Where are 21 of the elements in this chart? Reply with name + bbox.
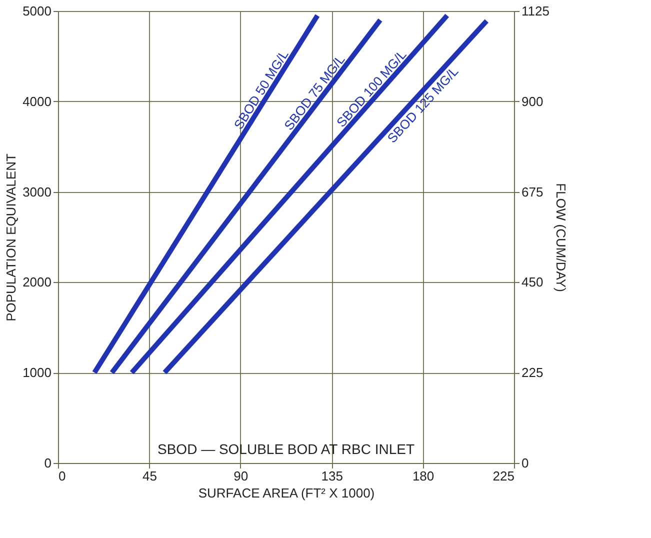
x-tick-label: 135 — [321, 468, 343, 484]
y-tick-label: 3000 — [22, 184, 52, 200]
x-axis-title: SURFACE AREA (FT² X 1000) — [198, 486, 375, 500]
y-tick-label: 1000 — [22, 365, 52, 380]
y2-tick-label: 1125 — [522, 4, 550, 18]
x-tick-label: 90 — [234, 468, 248, 484]
y-tick-label: 4000 — [22, 94, 52, 109]
x-tick-label: 0 — [58, 468, 66, 484]
y-tick-label: 2000 — [22, 274, 52, 290]
y-tick-label: 0 — [44, 456, 52, 470]
y2-axis-title: FLOW (CUM/DAY) — [553, 183, 568, 292]
x-tick-label: 45 — [142, 468, 157, 484]
y-axis-title: POPULATION EQUIVALENT — [4, 154, 19, 322]
y2-tick-label: 0 — [522, 456, 529, 470]
y2-tick-label: 900 — [522, 94, 544, 109]
y2-tick-label: 225 — [522, 365, 544, 380]
x-tick-label: 225 — [492, 468, 514, 484]
y2-tick-label: 675 — [522, 184, 544, 200]
y-tick-label: 5000 — [22, 4, 52, 18]
y2-tick-label: 450 — [522, 274, 544, 290]
x-tick-label: 180 — [412, 468, 434, 484]
